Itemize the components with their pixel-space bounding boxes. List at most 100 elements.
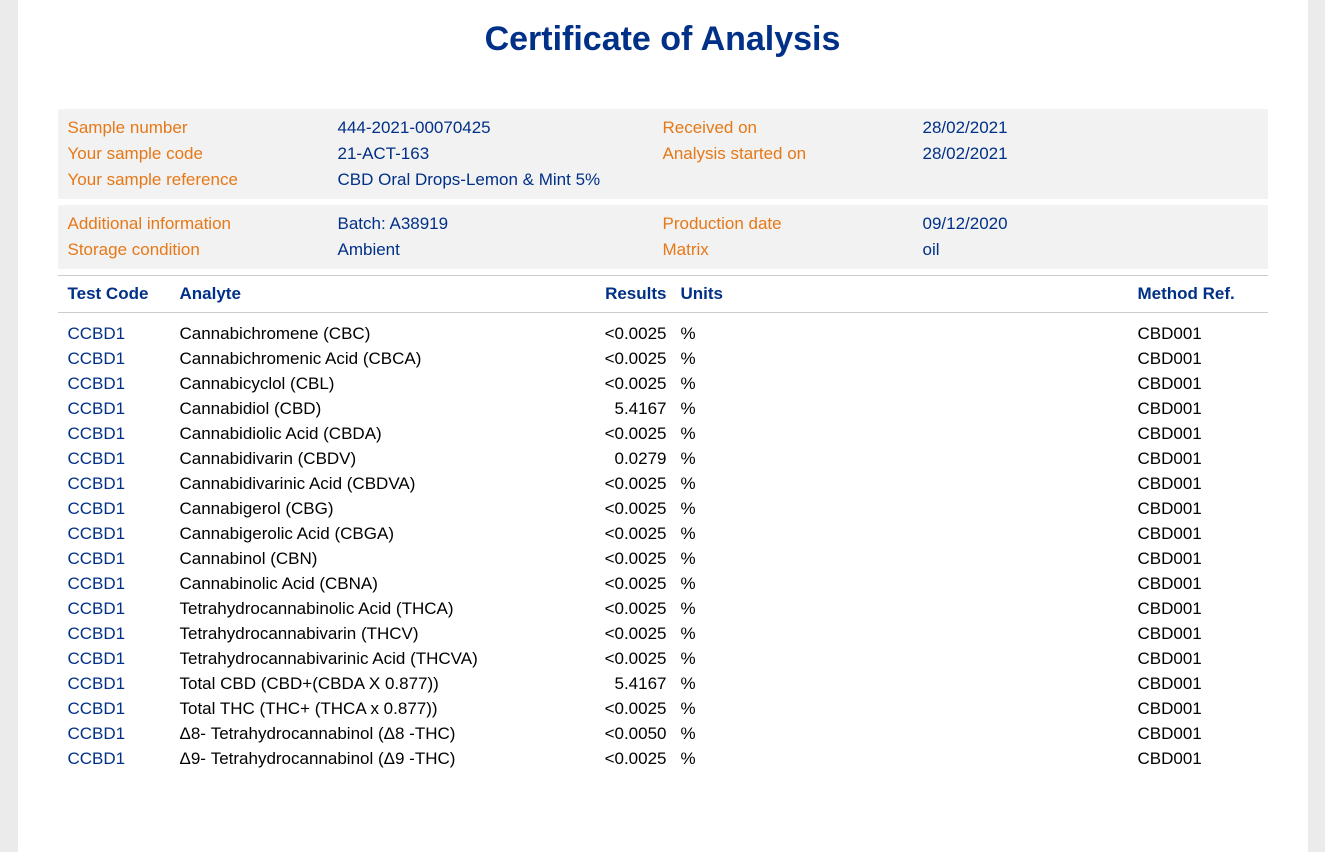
cell-spacer — [735, 396, 1138, 421]
page-title: Certificate of Analysis — [58, 20, 1268, 59]
table-row: CCBD1Cannabichromenic Acid (CBCA)<0.0025… — [68, 346, 1258, 371]
cell-analyte: Tetrahydrocannabivarinic Acid (THCVA) — [180, 646, 595, 671]
cell-method: CBD001 — [1138, 346, 1258, 371]
meta-label: Analysis started on — [663, 141, 923, 167]
cell-units: % — [675, 746, 735, 771]
cell-result: <0.0025 — [595, 646, 675, 671]
cell-analyte: Cannabigerol (CBG) — [180, 496, 595, 521]
meta-row: Storage conditionAmbientMatrixoil — [68, 237, 1258, 263]
meta-row: Additional informationBatch: A38919Produ… — [68, 211, 1258, 237]
meta-value: 28/02/2021 — [923, 141, 1008, 167]
meta-label: Your sample code — [68, 141, 338, 167]
table-row: CCBD1Cannabicyclol (CBL)<0.0025%CBD001 — [68, 371, 1258, 396]
cell-testcode: CCBD1 — [68, 421, 180, 446]
meta-label: Additional information — [68, 211, 338, 237]
cell-testcode: CCBD1 — [68, 396, 180, 421]
cell-method: CBD001 — [1138, 471, 1258, 496]
cell-spacer — [735, 446, 1138, 471]
cell-units: % — [675, 321, 735, 346]
cell-method: CBD001 — [1138, 371, 1258, 396]
table-row: CCBD1Cannabichromene (CBC)<0.0025%CBD001 — [68, 321, 1258, 346]
cell-spacer — [735, 721, 1138, 746]
cell-analyte: Cannabidivarinic Acid (CBDVA) — [180, 471, 595, 496]
meta-block-sample: Sample number444-2021-00070425Received o… — [58, 109, 1268, 199]
table-row: CCBD1Cannabidivarin (CBDV)0.0279%CBD001 — [68, 446, 1258, 471]
certificate-page: Certificate of Analysis Sample number444… — [18, 0, 1308, 852]
cell-testcode: CCBD1 — [68, 571, 180, 596]
cell-result: <0.0025 — [595, 321, 675, 346]
cell-spacer — [735, 421, 1138, 446]
results-header-row: Test Code Analyte Results Units Method R… — [58, 276, 1268, 313]
col-header-testcode: Test Code — [68, 284, 180, 304]
cell-spacer — [735, 746, 1138, 771]
cell-units: % — [675, 446, 735, 471]
cell-spacer — [735, 621, 1138, 646]
cell-result: <0.0050 — [595, 721, 675, 746]
cell-units: % — [675, 571, 735, 596]
cell-method: CBD001 — [1138, 571, 1258, 596]
col-header-spacer — [735, 284, 1138, 304]
cell-spacer — [735, 696, 1138, 721]
cell-units: % — [675, 721, 735, 746]
cell-analyte: Cannabigerolic Acid (CBGA) — [180, 521, 595, 546]
cell-result: <0.0025 — [595, 346, 675, 371]
cell-spacer — [735, 671, 1138, 696]
cell-analyte: Cannabidiol (CBD) — [180, 396, 595, 421]
cell-method: CBD001 — [1138, 746, 1258, 771]
cell-units: % — [675, 596, 735, 621]
cell-method: CBD001 — [1138, 621, 1258, 646]
cell-testcode: CCBD1 — [68, 521, 180, 546]
meta-row: Your sample code21-ACT-163Analysis start… — [68, 141, 1258, 167]
cell-method: CBD001 — [1138, 546, 1258, 571]
meta-value: 21-ACT-163 — [338, 141, 663, 167]
cell-method: CBD001 — [1138, 446, 1258, 471]
cell-method: CBD001 — [1138, 696, 1258, 721]
cell-method: CBD001 — [1138, 321, 1258, 346]
cell-units: % — [675, 371, 735, 396]
cell-method: CBD001 — [1138, 596, 1258, 621]
cell-spacer — [735, 321, 1138, 346]
meta-label: Sample number — [68, 115, 338, 141]
meta-label — [663, 167, 923, 193]
cell-result: <0.0025 — [595, 571, 675, 596]
table-row: CCBD1Tetrahydrocannabinolic Acid (THCA)<… — [68, 596, 1258, 621]
cell-analyte: Cannabinol (CBN) — [180, 546, 595, 571]
cell-spacer — [735, 346, 1138, 371]
cell-units: % — [675, 396, 735, 421]
cell-result: <0.0025 — [595, 596, 675, 621]
cell-testcode: CCBD1 — [68, 621, 180, 646]
table-row: CCBD1Total CBD (CBD+(CBDA X 0.877))5.416… — [68, 671, 1258, 696]
cell-analyte: Total CBD (CBD+(CBDA X 0.877)) — [180, 671, 595, 696]
meta-label: Production date — [663, 211, 923, 237]
cell-method: CBD001 — [1138, 646, 1258, 671]
cell-analyte: Tetrahydrocannabinolic Acid (THCA) — [180, 596, 595, 621]
col-header-analyte: Analyte — [180, 284, 595, 304]
col-header-results: Results — [595, 284, 675, 304]
table-row: CCBD1Cannabidivarinic Acid (CBDVA)<0.002… — [68, 471, 1258, 496]
cell-spacer — [735, 496, 1138, 521]
cell-analyte: Cannabidivarin (CBDV) — [180, 446, 595, 471]
cell-analyte: Δ8- Tetrahydrocannabinol (Δ8 -THC) — [180, 721, 595, 746]
meta-label: Matrix — [663, 237, 923, 263]
table-row: CCBD1Cannabinol (CBN)<0.0025%CBD001 — [68, 546, 1258, 571]
cell-result: <0.0025 — [595, 546, 675, 571]
results-body: CCBD1Cannabichromene (CBC)<0.0025%CBD001… — [58, 313, 1268, 779]
meta-label: Storage condition — [68, 237, 338, 263]
cell-units: % — [675, 621, 735, 646]
cell-units: % — [675, 521, 735, 546]
table-row: CCBD1Δ9- Tetrahydrocannabinol (Δ9 -THC)<… — [68, 746, 1258, 771]
cell-testcode: CCBD1 — [68, 596, 180, 621]
cell-testcode: CCBD1 — [68, 671, 180, 696]
cell-units: % — [675, 421, 735, 446]
table-row: CCBD1Cannabigerol (CBG)<0.0025%CBD001 — [68, 496, 1258, 521]
cell-testcode: CCBD1 — [68, 546, 180, 571]
cell-units: % — [675, 471, 735, 496]
cell-testcode: CCBD1 — [68, 696, 180, 721]
cell-spacer — [735, 596, 1138, 621]
table-row: CCBD1Tetrahydrocannabivarinic Acid (THCV… — [68, 646, 1258, 671]
cell-analyte: Δ9- Tetrahydrocannabinol (Δ9 -THC) — [180, 746, 595, 771]
cell-analyte: Cannabichromenic Acid (CBCA) — [180, 346, 595, 371]
cell-spacer — [735, 546, 1138, 571]
cell-spacer — [735, 371, 1138, 396]
meta-row: Your sample referenceCBD Oral Drops-Lemo… — [68, 167, 1258, 193]
